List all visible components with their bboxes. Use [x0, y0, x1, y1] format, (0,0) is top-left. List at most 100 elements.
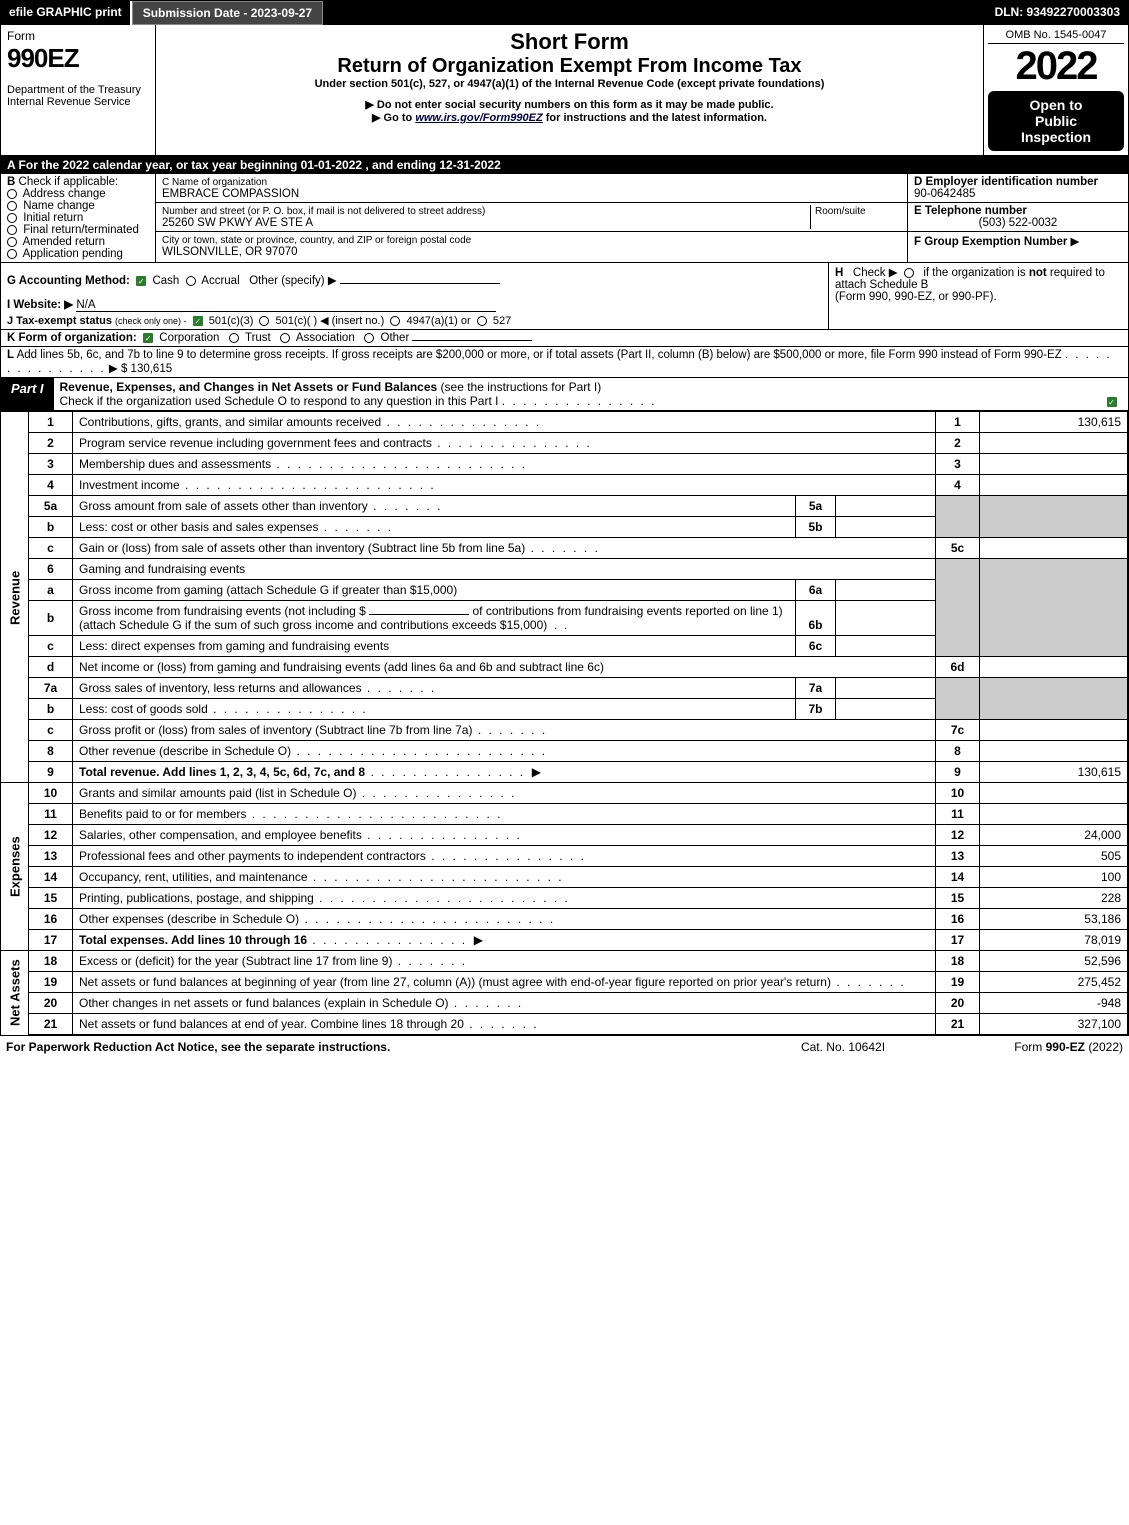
other-specify-field[interactable]	[340, 283, 500, 284]
footer-form-suffix: (2022)	[1088, 1040, 1123, 1054]
line-desc: Other revenue (describe in Schedule O)	[79, 744, 291, 758]
checkbox-association[interactable]	[280, 333, 290, 343]
line-desc: Other changes in net assets or fund bala…	[79, 996, 449, 1010]
line-amt	[980, 804, 1128, 825]
line-j-label: J Tax-exempt status	[7, 315, 112, 327]
box-f-arrow: ▶	[1071, 236, 1080, 248]
line-ref: 6d	[936, 657, 980, 678]
form-number: 990EZ	[7, 43, 149, 74]
line-num: 7a	[29, 678, 73, 699]
footer-right: Form 990-EZ (2022)	[943, 1040, 1123, 1054]
line-subval	[836, 636, 936, 657]
corporation-label: Corporation	[159, 332, 219, 344]
checkbox-amended-return[interactable]	[7, 237, 17, 247]
line-h-text3: (Form 990, 990-EZ, or 990-PF).	[835, 291, 997, 303]
topbar-spacer	[323, 1, 986, 25]
line-desc: Less: direct expenses from gaming and fu…	[79, 639, 389, 653]
checkbox-final-return[interactable]	[7, 225, 17, 235]
shaded-cell	[980, 496, 1128, 538]
submission-date: Submission Date - 2023-09-27	[132, 1, 323, 25]
line-sub: 5b	[796, 517, 836, 538]
line-subval	[836, 517, 936, 538]
line-ref: 12	[936, 825, 980, 846]
shaded-cell	[980, 678, 1128, 720]
section-a-bar: A For the 2022 calendar year, or tax yea…	[1, 156, 1128, 174]
open-line3: Inspection	[1021, 129, 1091, 145]
label-501c3: 501(c)(3)	[209, 315, 254, 327]
line-desc: Excess or (deficit) for the year (Subtra…	[79, 954, 392, 968]
short-form-title: Short Form	[162, 29, 977, 55]
line-desc: Grants and similar amounts paid (list in…	[79, 786, 356, 800]
checkbox-accrual[interactable]	[186, 276, 196, 286]
line-ref: 13	[936, 846, 980, 867]
line-num: 8	[29, 741, 73, 762]
checkbox-501c3[interactable]	[193, 316, 203, 326]
box-e-label: E Telephone number	[914, 205, 1027, 217]
line-num: 11	[29, 804, 73, 825]
checkbox-4947[interactable]	[390, 316, 400, 326]
line-ref: 21	[936, 1014, 980, 1035]
dept-treasury: Department of the Treasury	[7, 84, 141, 96]
other-specify-label: Other (specify) ▶	[249, 275, 336, 287]
lines-table: Revenue 1 Contributions, gifts, grants, …	[1, 411, 1128, 1035]
checkbox-trust[interactable]	[229, 333, 239, 343]
line-num: 15	[29, 888, 73, 909]
checkbox-527[interactable]	[477, 316, 487, 326]
section-b-c-def: B Check if applicable: Address change Na…	[1, 174, 1128, 263]
checkbox-h[interactable]	[904, 268, 914, 278]
line-desc: Total expenses. Add lines 10 through 16	[79, 933, 307, 947]
line-num: 19	[29, 972, 73, 993]
line-desc: Gaming and fundraising events	[79, 562, 245, 576]
line-l-letter: L	[7, 349, 14, 361]
box-c-city-label: City or town, state or province, country…	[162, 235, 471, 246]
line-subval	[836, 678, 936, 699]
footer: For Paperwork Reduction Act Notice, see …	[0, 1036, 1129, 1058]
line-ref: 3	[936, 454, 980, 475]
room-suite-label: Room/suite	[815, 206, 866, 217]
checkbox-cash[interactable]	[136, 276, 146, 286]
shaded-cell	[936, 678, 980, 720]
checkbox-corporation[interactable]	[143, 333, 153, 343]
checkbox-schedule-o[interactable]	[1107, 397, 1117, 407]
line-num: 1	[29, 412, 73, 433]
revenue-sidelabel: Revenue	[1, 412, 29, 783]
contrib-amount-field[interactable]	[369, 614, 469, 615]
label-527: 527	[493, 315, 511, 327]
line-num: b	[29, 601, 73, 636]
checkbox-501c[interactable]	[259, 316, 269, 326]
row-l: L Add lines 5b, 6c, and 7b to line 9 to …	[1, 347, 1128, 378]
checkbox-other-org[interactable]	[364, 333, 374, 343]
amended-return-label: Amended return	[23, 236, 105, 248]
line-desc: Gross sales of inventory, less returns a…	[79, 681, 362, 695]
part1-sub: (see the instructions for Part I)	[441, 380, 602, 394]
line-desc: Net assets or fund balances at beginning…	[79, 975, 831, 989]
line-desc: Total revenue. Add lines 1, 2, 3, 4, 5c,…	[79, 765, 365, 779]
line-h-check: Check ▶	[853, 267, 898, 279]
ein-value: 90-0642485	[914, 188, 975, 200]
line-desc: Less: cost or other basis and sales expe…	[79, 520, 318, 534]
line-num: c	[29, 636, 73, 657]
goto-link[interactable]: www.irs.gov/Form990EZ	[415, 112, 542, 124]
line-num: a	[29, 580, 73, 601]
line-ref: 14	[936, 867, 980, 888]
line-h-prefix: H	[835, 267, 843, 279]
other-org-label: Other	[381, 332, 410, 344]
line-desc: Professional fees and other payments to …	[79, 849, 426, 863]
checkbox-name-change[interactable]	[7, 201, 17, 211]
checkbox-initial-return[interactable]	[7, 213, 17, 223]
line-desc: Benefits paid to or for members	[79, 807, 246, 821]
form-header: Form 990EZ Department of the Treasury In…	[1, 25, 1128, 156]
website-value: N/A	[76, 299, 95, 311]
efile-print-label[interactable]: efile GRAPHIC print	[1, 1, 132, 25]
goto-prefix: ▶ Go to	[372, 112, 415, 124]
line-desc: Membership dues and assessments	[79, 457, 271, 471]
other-org-field[interactable]	[412, 340, 532, 341]
final-return-label: Final return/terminated	[23, 224, 139, 236]
checkbox-address-change[interactable]	[7, 189, 17, 199]
line-ref: 19	[936, 972, 980, 993]
open-line1: Open to	[1030, 97, 1083, 113]
line-desc: Salaries, other compensation, and employ…	[79, 828, 362, 842]
line-desc: Occupancy, rent, utilities, and maintena…	[79, 870, 308, 884]
checkbox-app-pending[interactable]	[7, 249, 17, 259]
footer-form-bold: 990-EZ	[1046, 1040, 1085, 1054]
